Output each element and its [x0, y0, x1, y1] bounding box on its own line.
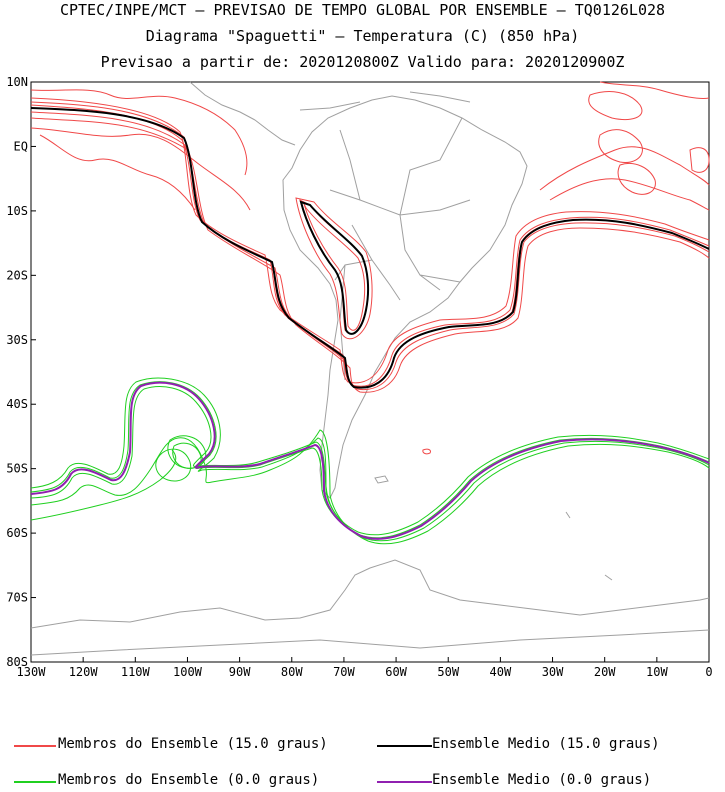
lat-tick-label: 50S	[6, 462, 28, 476]
member-15-line	[598, 129, 643, 164]
lon-tick-label: 50W	[437, 665, 459, 679]
mean-15-line	[30, 107, 710, 389]
member-15-line	[30, 101, 710, 389]
member-0-line	[155, 448, 192, 482]
lat-tick-label: 30S	[6, 333, 28, 347]
member-15-line	[30, 89, 248, 176]
coastlines	[30, 81, 710, 656]
member-15-line	[303, 203, 366, 331]
lat-tick-label: 10N	[6, 75, 28, 89]
member-15-line	[30, 117, 710, 393]
lat-tick-label: 70S	[6, 591, 28, 605]
lon-tick-label: 70W	[333, 665, 355, 679]
member-15-line	[539, 146, 710, 191]
south-america-coast	[282, 95, 528, 499]
lon-tick-label: 80W	[281, 665, 303, 679]
member-0-line	[30, 377, 710, 536]
legend-swatch-mean-0	[377, 781, 432, 783]
member-15-line	[588, 91, 643, 120]
members-0-group	[30, 377, 710, 545]
legend-swatch-members-15	[14, 745, 56, 747]
legend-label-mean-0: Ensemble Medio (0.0 graus)	[432, 772, 652, 788]
title-line-1: CPTEC/INPE/MCT – PREVISAO DE TEMPO GLOBA…	[59, 1, 666, 19]
mean-0-line	[30, 381, 710, 540]
lat-tick-label: EQ	[14, 139, 28, 153]
legend-label-members-0: Membros do Ensemble (0.0 graus)	[58, 772, 320, 788]
member-15-line	[689, 147, 710, 173]
member-15-line	[30, 104, 710, 387]
member-15-line	[549, 178, 710, 211]
title-line-2: Diagrama "Spaguetti" – Temperatura (C) (…	[145, 27, 580, 45]
member-0-line	[30, 386, 710, 542]
lon-tick-label: 100W	[173, 665, 203, 679]
legend-swatch-members-0	[14, 781, 56, 783]
lon-tick-label: 10W	[646, 665, 668, 679]
legend-swatch-mean-15	[377, 745, 432, 747]
antarctica-inner	[30, 629, 710, 656]
member-15-line	[299, 199, 369, 335]
member-15-line	[295, 197, 373, 340]
lon-tick-label: 20W	[594, 665, 616, 679]
member-0-line	[30, 381, 710, 539]
member-15-line	[30, 97, 710, 384]
country-borders	[329, 117, 471, 381]
islands	[374, 475, 613, 581]
lon-tick-label: 60W	[385, 665, 407, 679]
central-america-coast	[189, 81, 471, 146]
member-15-line	[30, 111, 710, 391]
lat-tick-label: 80S	[6, 655, 28, 669]
lon-tick-label: 0	[705, 665, 712, 679]
legend-label-members-15: Membros do Ensemble (15.0 graus)	[58, 736, 328, 752]
lat-tick-label: 10S	[6, 204, 28, 218]
latitude-labels: 10N EQ 10S 20S 30S 40S 50S 60S 70S 80S	[6, 75, 36, 669]
lon-tick-label: 90W	[229, 665, 251, 679]
member-15-line	[39, 134, 196, 211]
member-15-line	[599, 81, 710, 99]
map-frame	[30, 81, 710, 663]
antarctica-coast	[30, 559, 710, 629]
lon-tick-label: 30W	[542, 665, 564, 679]
legend-label-mean-15: Ensemble Medio (15.0 graus)	[432, 736, 660, 752]
lon-tick-label: 130W	[17, 665, 47, 679]
member-0-line	[30, 429, 710, 545]
lon-tick-label: 120W	[69, 665, 99, 679]
lat-tick-label: 60S	[6, 526, 28, 540]
lon-tick-label: 40W	[490, 665, 512, 679]
lat-tick-label: 20S	[6, 268, 28, 282]
lon-tick-label: 110W	[121, 665, 151, 679]
member-15-line	[617, 163, 656, 195]
mean-15-loop	[299, 200, 370, 335]
member-15-line	[30, 127, 251, 211]
member-0-line	[30, 449, 177, 521]
member-0-line	[167, 435, 207, 469]
member-15-line	[422, 448, 431, 455]
lat-tick-label: 40S	[6, 397, 28, 411]
title-line-3: Previsao a partir de: 2020120800Z Valido…	[100, 53, 625, 71]
longitude-labels: 130W 120W 110W 100W 90W 80W 70W 60W 50W 40W 30W 20W…	[17, 657, 713, 679]
